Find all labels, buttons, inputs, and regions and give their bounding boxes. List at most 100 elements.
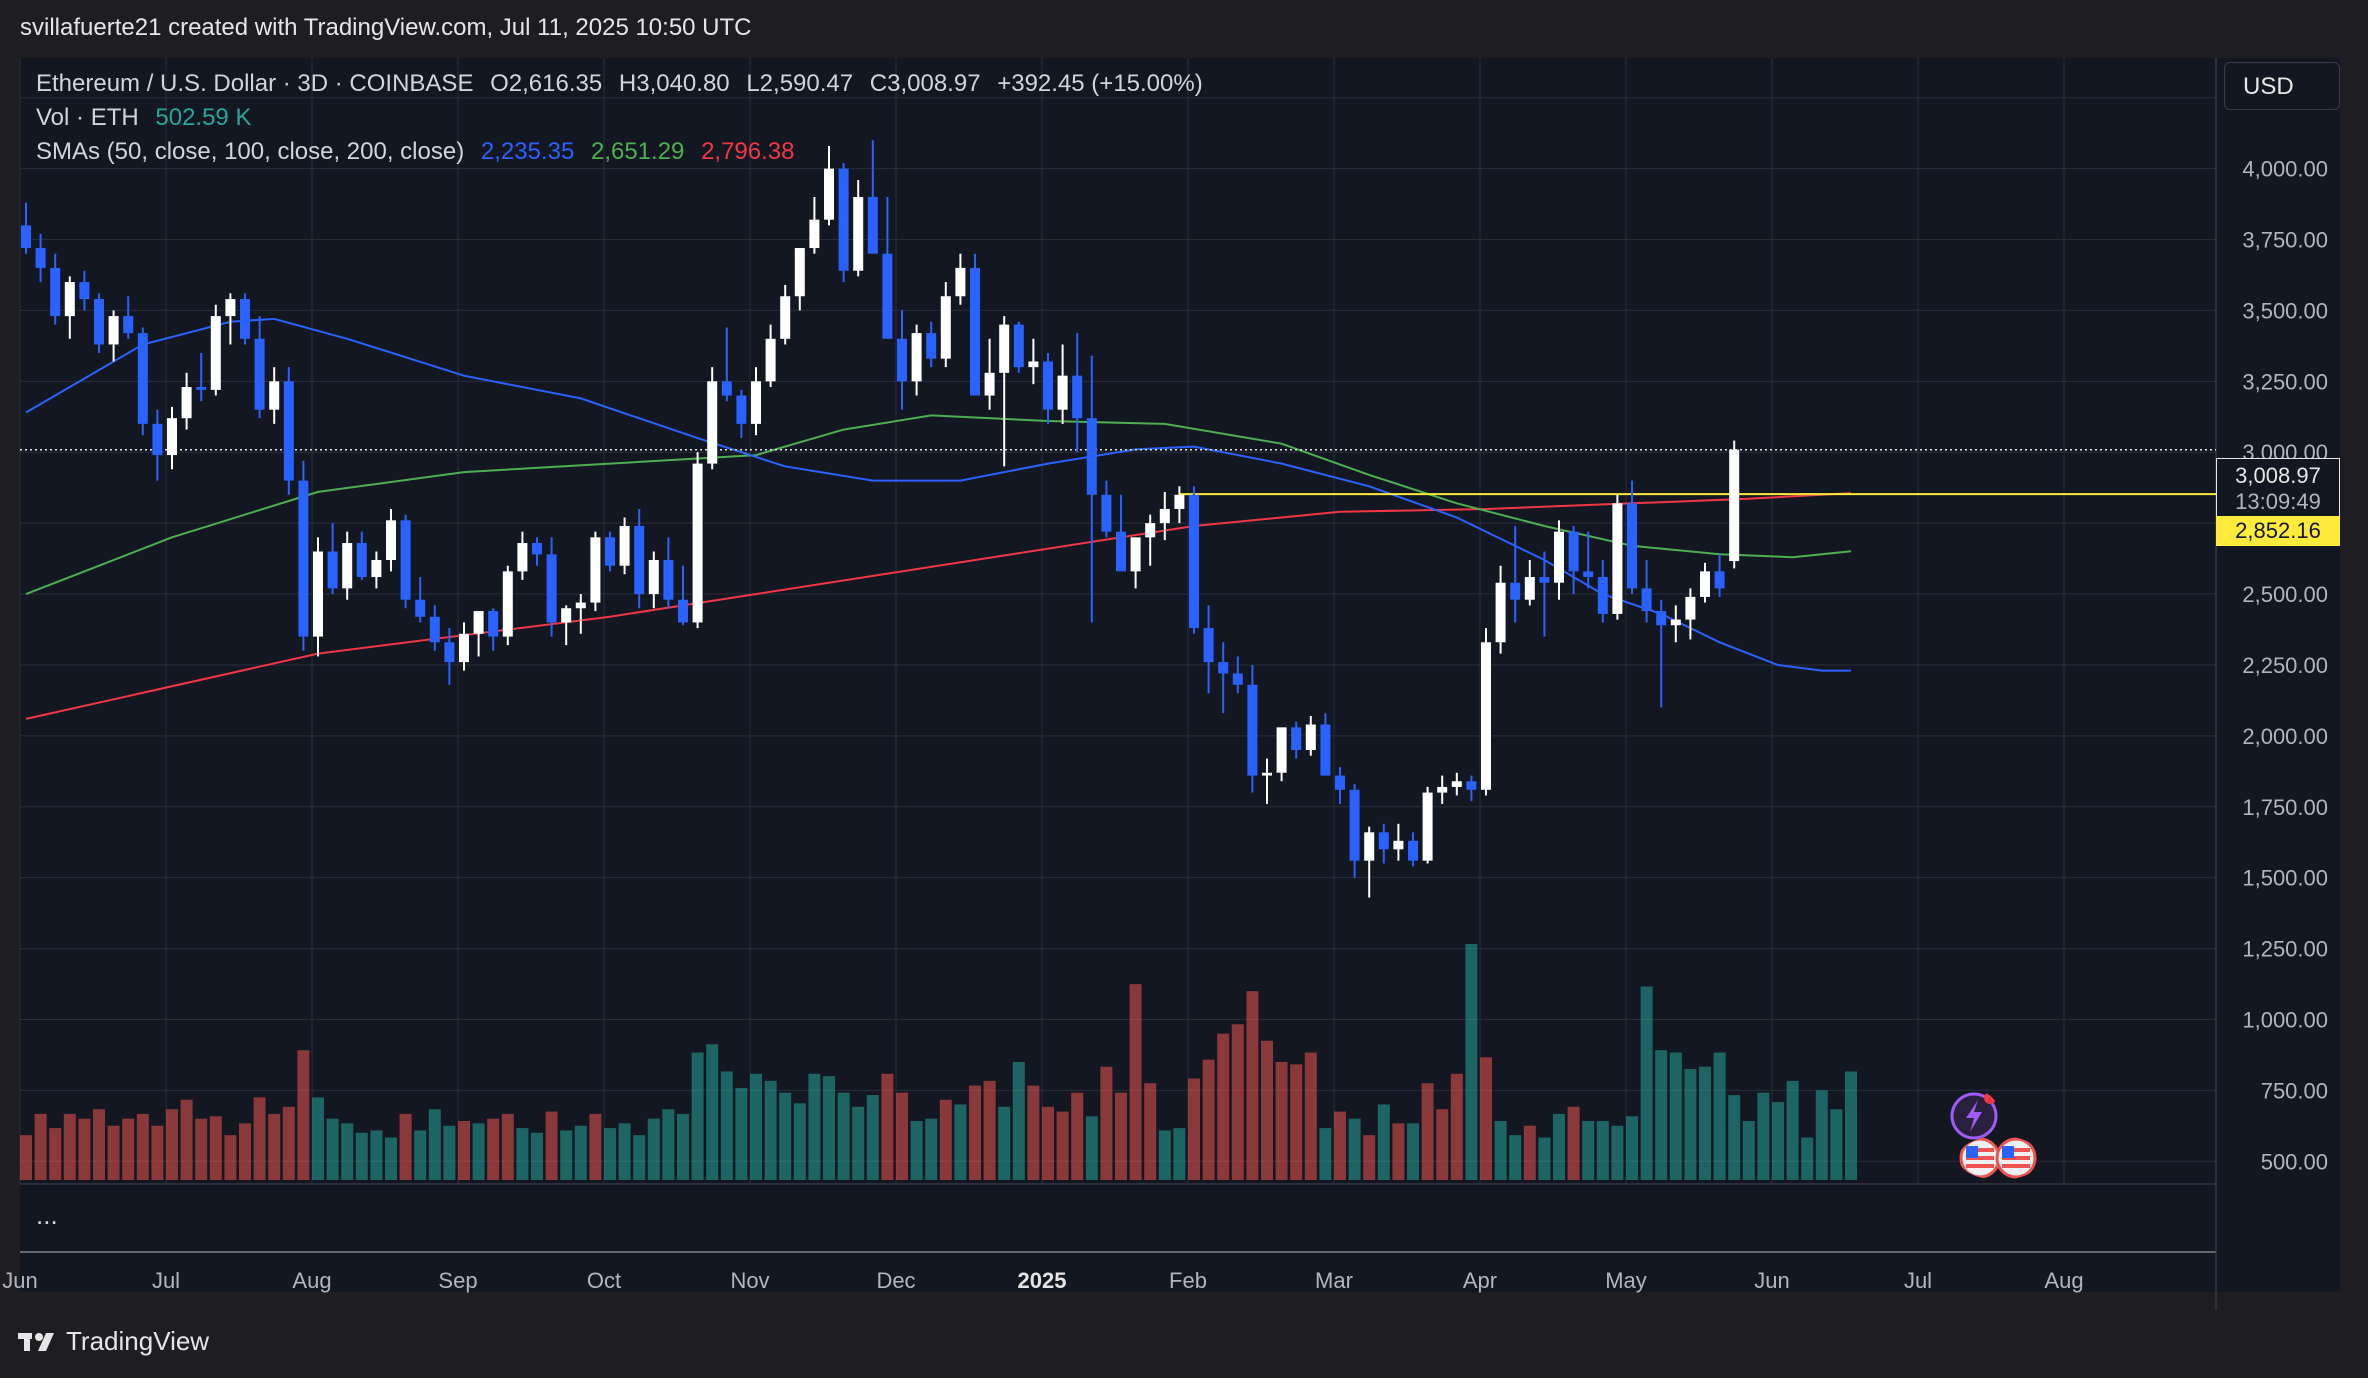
candle-body	[1568, 531, 1579, 572]
candle-body	[1539, 577, 1550, 583]
volume-bar	[1027, 1085, 1040, 1180]
volume-bar	[969, 1085, 981, 1180]
candle-body	[269, 381, 280, 410]
legend-volume-label[interactable]: Vol · ETH	[36, 104, 139, 131]
x-tick-label: Feb	[1169, 1268, 1207, 1293]
volume-bar	[1290, 1064, 1303, 1180]
candle-body	[765, 338, 776, 382]
candle-body	[1116, 531, 1126, 572]
price-pane	[20, 58, 2216, 1184]
volume-bar	[370, 1130, 383, 1180]
tradingview-logo[interactable]: TradingView	[18, 1326, 209, 1357]
volume-bar	[1713, 1052, 1726, 1180]
candle-body	[429, 616, 440, 643]
candle-body	[955, 267, 966, 297]
x-tick-label: Jun	[1754, 1268, 1789, 1293]
candle-body	[1028, 361, 1039, 368]
volume-bar	[1363, 1135, 1376, 1180]
candle-body	[1510, 582, 1521, 600]
volume-bar	[1348, 1118, 1361, 1180]
candle-body	[1145, 523, 1156, 538]
volume-bar	[1202, 1059, 1215, 1180]
us-flag-event-icons[interactable]	[1958, 1136, 2042, 1180]
candle-body	[794, 248, 805, 297]
volume-bar	[808, 1073, 821, 1180]
volume-bar	[735, 1087, 748, 1180]
candle-body	[356, 543, 367, 578]
volume-bar	[1582, 1121, 1595, 1180]
candle-body	[196, 387, 207, 390]
legend-low: L2,590.47	[746, 70, 854, 97]
candle-body	[240, 299, 250, 339]
volume-bar	[341, 1123, 354, 1180]
volume-bar	[1334, 1111, 1346, 1180]
volume-bar	[691, 1052, 704, 1180]
candle-body	[50, 267, 61, 317]
volume-bar	[852, 1106, 865, 1180]
candle-body	[1597, 577, 1608, 614]
candle-body	[79, 282, 90, 300]
candle-body	[64, 282, 75, 317]
candle-body	[1159, 508, 1170, 524]
chart-header-title: svillafuerte21 created with TradingView.…	[20, 14, 752, 41]
volume-bar	[1450, 1073, 1463, 1180]
volume-bar	[1144, 1083, 1157, 1180]
candle-body	[882, 253, 893, 339]
x-tick-label: Dec	[876, 1268, 915, 1293]
candle-body	[283, 381, 294, 481]
volume-bar	[866, 1095, 879, 1180]
legend-volume: Vol · ETH 502.59 K	[36, 104, 261, 132]
candle-body	[298, 480, 309, 637]
volume-bar	[78, 1118, 91, 1180]
candle-body	[984, 372, 995, 396]
volume-bar	[998, 1106, 1011, 1180]
x-tick-label: Aug	[292, 1268, 331, 1293]
volume-bar	[545, 1111, 558, 1180]
volume-bar	[1786, 1080, 1799, 1180]
candle-body	[1700, 571, 1710, 597]
candle-body	[663, 560, 674, 600]
volume-bar	[633, 1135, 646, 1180]
volume-bar	[720, 1071, 733, 1180]
currency-button[interactable]: USD	[2224, 62, 2340, 110]
more-indicators-button[interactable]: ...	[36, 1200, 58, 1230]
candle-body	[824, 168, 834, 220]
volume-bar	[20, 1135, 32, 1180]
candle-body	[167, 418, 177, 456]
candle-body	[575, 602, 586, 609]
candle-body	[1320, 724, 1331, 776]
candle-body	[137, 333, 148, 424]
volume-bar	[1188, 1078, 1200, 1180]
legend-symbol[interactable]: Ethereum / U.S. Dollar · 3D · COINBASE	[36, 70, 474, 97]
volume-bar	[1304, 1052, 1317, 1180]
lightning-event-icon[interactable]	[1948, 1090, 2000, 1142]
volume-bar	[764, 1080, 777, 1180]
candle-body	[970, 267, 980, 396]
volume-bar	[1100, 1066, 1113, 1180]
x-tick-label: Apr	[1463, 1268, 1497, 1293]
volume-bar	[122, 1118, 135, 1180]
y-tick-label: 3,500.00	[2242, 298, 2328, 323]
candle-body	[1305, 724, 1316, 751]
x-tick-label: Jun	[2, 1268, 37, 1293]
candle-body	[561, 608, 572, 623]
volume-bar	[1553, 1113, 1565, 1180]
volume-bar	[1801, 1137, 1814, 1180]
candle-body	[1524, 577, 1535, 600]
x-tick-label: May	[1605, 1268, 1647, 1293]
volume-bar	[224, 1135, 237, 1180]
volume-bar	[501, 1113, 514, 1180]
volume-bar	[151, 1125, 164, 1180]
volume-bar	[1626, 1116, 1638, 1180]
candle-body	[1422, 792, 1433, 861]
candle-body	[1291, 727, 1302, 751]
legend-sma-label[interactable]: SMAs (50, close, 100, close, 200, close)	[36, 138, 465, 165]
candle-body	[751, 381, 761, 424]
volume-bar	[1684, 1069, 1697, 1180]
candle-body	[1554, 531, 1564, 583]
volume-bar	[939, 1099, 952, 1180]
volume-bar	[589, 1113, 602, 1180]
volume-bar	[531, 1132, 543, 1180]
volume-bar	[1231, 1024, 1244, 1180]
